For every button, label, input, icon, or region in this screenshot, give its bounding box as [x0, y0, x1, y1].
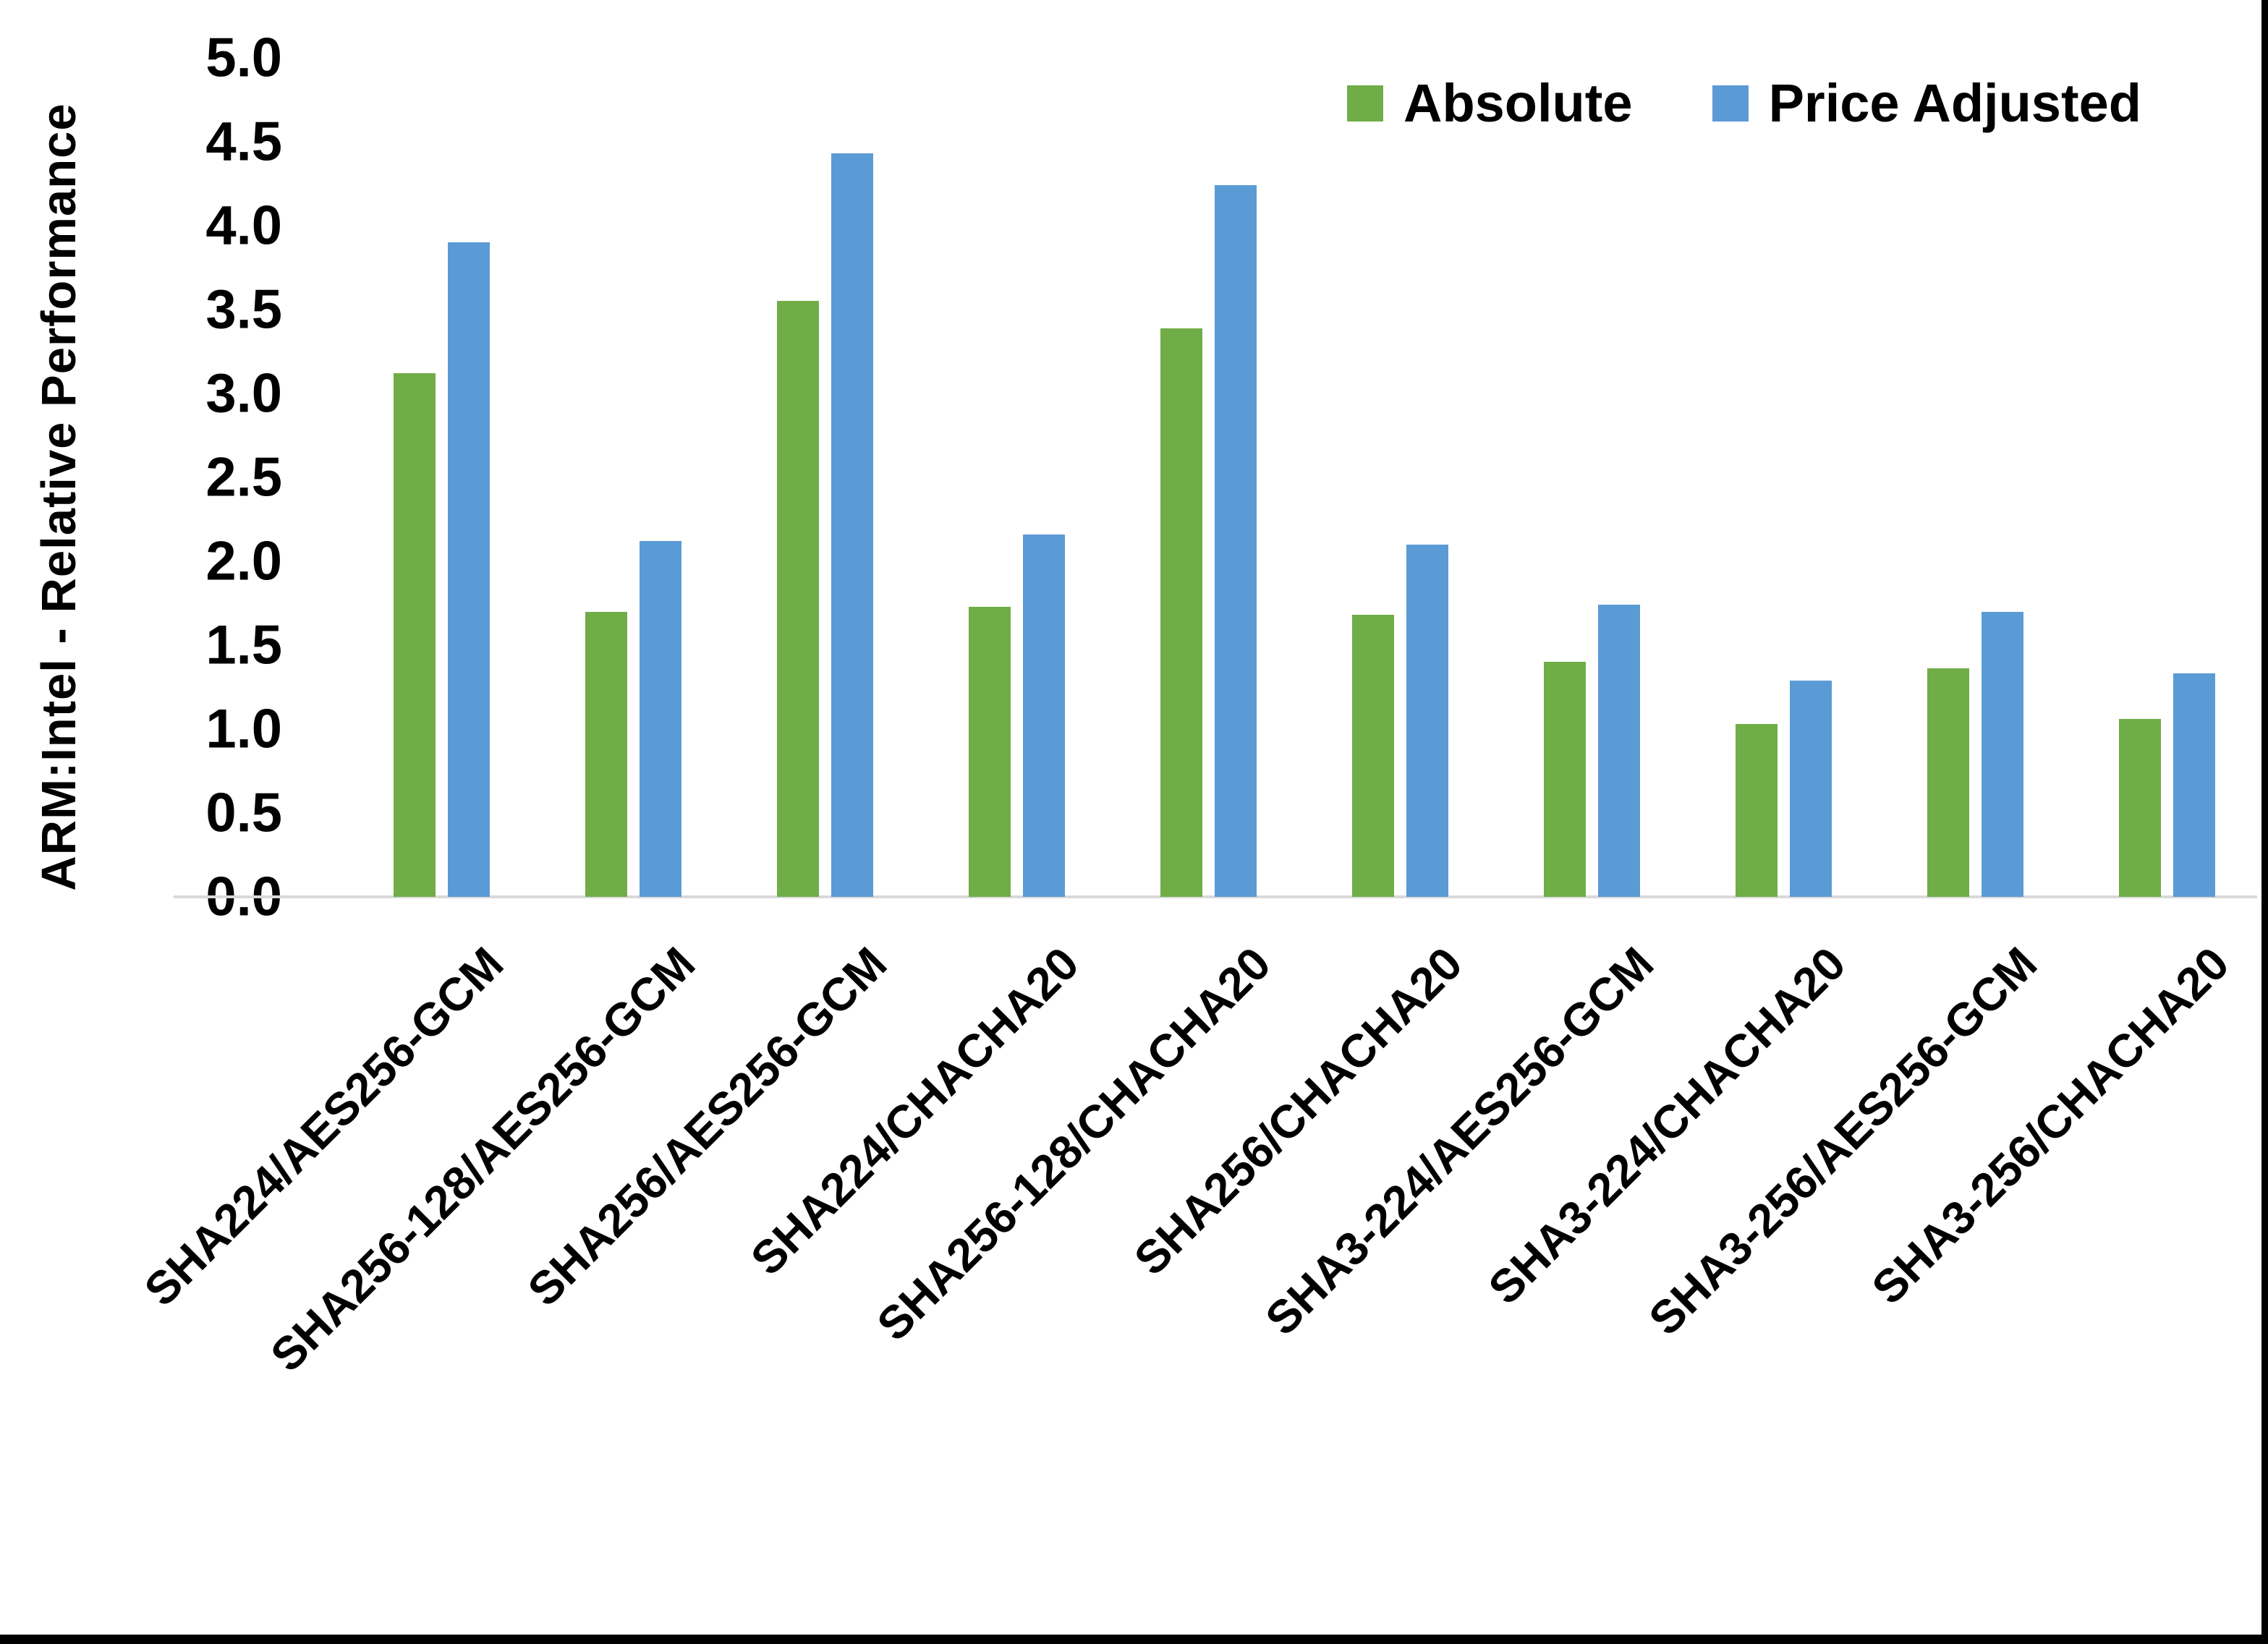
- screenshot-border-right: [2261, 0, 2268, 1644]
- y-tick-label-2.5: 2.5: [205, 446, 282, 508]
- bar-absolute-0: [393, 373, 436, 897]
- bar-price-adjusted-5: [1406, 545, 1448, 897]
- bar-price-adjusted-2: [831, 153, 873, 897]
- bar-price-adjusted-9: [2173, 673, 2215, 897]
- x-category-label: SHA3-224/CHACHA20: [1478, 937, 1856, 1314]
- bar-absolute-8: [1927, 668, 1969, 897]
- x-category-label: SHA224/CHACHA20: [740, 937, 1089, 1285]
- bar-price-adjusted-7: [1789, 681, 1832, 897]
- y-tick-label-2.0: 2.0: [205, 530, 282, 592]
- legend: Absolute Price Adjusted: [1347, 72, 2141, 134]
- x-category-label: SHA3-256/CHACHA20: [1861, 937, 2239, 1314]
- bar-price-adjusted-4: [1214, 185, 1257, 897]
- bar-absolute-7: [1735, 724, 1778, 897]
- bar-absolute-4: [1160, 328, 1202, 897]
- y-tick-label-1.0: 1.0: [205, 698, 282, 760]
- x-category-label: SHA256/CHACHA20: [1124, 937, 1472, 1285]
- plot-area: [174, 58, 2257, 898]
- bar-absolute-6: [1543, 662, 1586, 897]
- x-category-label: SHA224/AES256-GCM: [134, 937, 514, 1316]
- bar-absolute-5: [1351, 615, 1394, 897]
- screenshot-border-bottom: [0, 1635, 2268, 1644]
- x-category-label: SHA256/AES256-GCM: [517, 937, 897, 1316]
- bar-price-adjusted-1: [639, 541, 681, 897]
- bar-price-adjusted-0: [447, 242, 490, 897]
- y-axis-title: ARM:Intel - Relative Performance: [32, 103, 86, 891]
- y-tick-label-5.0: 5.0: [205, 27, 282, 89]
- y-tick-label-4.0: 4.0: [205, 195, 282, 257]
- y-tick-label-0.5: 0.5: [205, 782, 282, 844]
- x-category-label: SHA3-224/AES256-GCM: [1255, 937, 1664, 1345]
- bar-absolute-1: [585, 612, 627, 897]
- x-axis-baseline: [174, 895, 2257, 898]
- legend-item-absolute: Absolute: [1347, 72, 1633, 134]
- y-tick-label-1.5: 1.5: [205, 614, 282, 676]
- legend-swatch-icon: [1347, 85, 1383, 122]
- bar-price-adjusted-3: [1022, 534, 1065, 897]
- x-category-label: SHA256-128/CHACHA20: [867, 937, 1280, 1351]
- legend-swatch-icon: [1712, 85, 1749, 122]
- y-tick-label-4.5: 4.5: [205, 111, 282, 173]
- bar-absolute-3: [968, 607, 1011, 897]
- legend-label: Price Adjusted: [1768, 73, 2141, 133]
- legend-label: Absolute: [1403, 73, 1633, 133]
- bar-absolute-2: [776, 301, 819, 897]
- y-tick-label-3.0: 3.0: [205, 362, 282, 425]
- bar-price-adjusted-6: [1597, 605, 1640, 897]
- legend-item-price-adjusted: Price Adjusted: [1712, 72, 2141, 134]
- bar-price-adjusted-8: [1981, 612, 2023, 897]
- bar-absolute-9: [2118, 719, 2161, 897]
- y-tick-label-3.5: 3.5: [205, 278, 282, 341]
- x-category-label: SHA3-256/AES256-GCM: [1639, 937, 2047, 1345]
